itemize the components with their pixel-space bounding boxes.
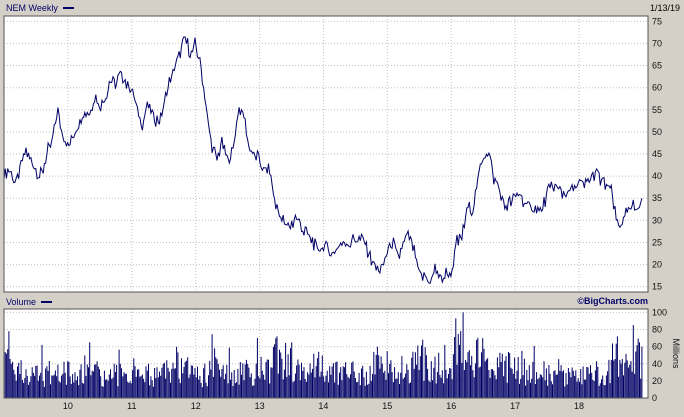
- volume-ytick-label: 40: [652, 359, 662, 369]
- price-legend-swatch-icon: [62, 7, 74, 9]
- year-label: 18: [574, 401, 584, 411]
- price-ytick-label: 55: [652, 105, 662, 115]
- price-ytick-label: 30: [652, 215, 662, 225]
- year-label: 15: [382, 401, 392, 411]
- price-ytick-label: 75: [652, 16, 662, 26]
- price-ytick-label: 15: [652, 282, 662, 292]
- volume-ytick-label: 100: [652, 307, 667, 317]
- year-label: 11: [127, 401, 136, 411]
- price-ytick-label: 45: [652, 149, 662, 159]
- price-ytick-label: 40: [652, 171, 662, 181]
- volume-unit-label: Millions: [671, 338, 681, 369]
- volume-label: Volume: [6, 297, 37, 307]
- volume-ytick-label: 0: [652, 393, 657, 403]
- volume-plot-border: [3, 308, 649, 399]
- volume-ytick-label: 80: [652, 325, 662, 335]
- bigcharts-brand: ©BigCharts.com: [577, 296, 648, 306]
- volume-ytick-label: 60: [652, 342, 662, 352]
- price-ytick-label: 25: [652, 238, 662, 248]
- price-plot-border: [3, 15, 649, 293]
- price-ytick-label: 35: [652, 193, 662, 203]
- price-series-line: [3, 36, 643, 285]
- price-ytick-label: 20: [652, 260, 662, 270]
- symbol-label: NEM Weekly: [6, 3, 58, 13]
- year-label: 14: [318, 401, 328, 411]
- volume-legend-swatch-icon: [41, 301, 53, 303]
- price-ytick-label: 65: [652, 61, 662, 71]
- year-label: 13: [255, 401, 265, 411]
- year-label: 16: [446, 401, 456, 411]
- volume-ytick-label: 20: [652, 376, 662, 386]
- price-chart-header: NEM Weekly: [6, 3, 74, 13]
- year-label: 12: [191, 401, 201, 411]
- volume-chart-header: Volume: [6, 297, 53, 307]
- price-ytick-label: 70: [652, 38, 662, 48]
- year-label: 17: [510, 401, 520, 411]
- date-label: 1/13/19: [649, 3, 680, 13]
- price-ytick-label: 60: [652, 83, 662, 93]
- price-ytick-label: 50: [652, 127, 662, 137]
- year-label: 10: [63, 401, 73, 411]
